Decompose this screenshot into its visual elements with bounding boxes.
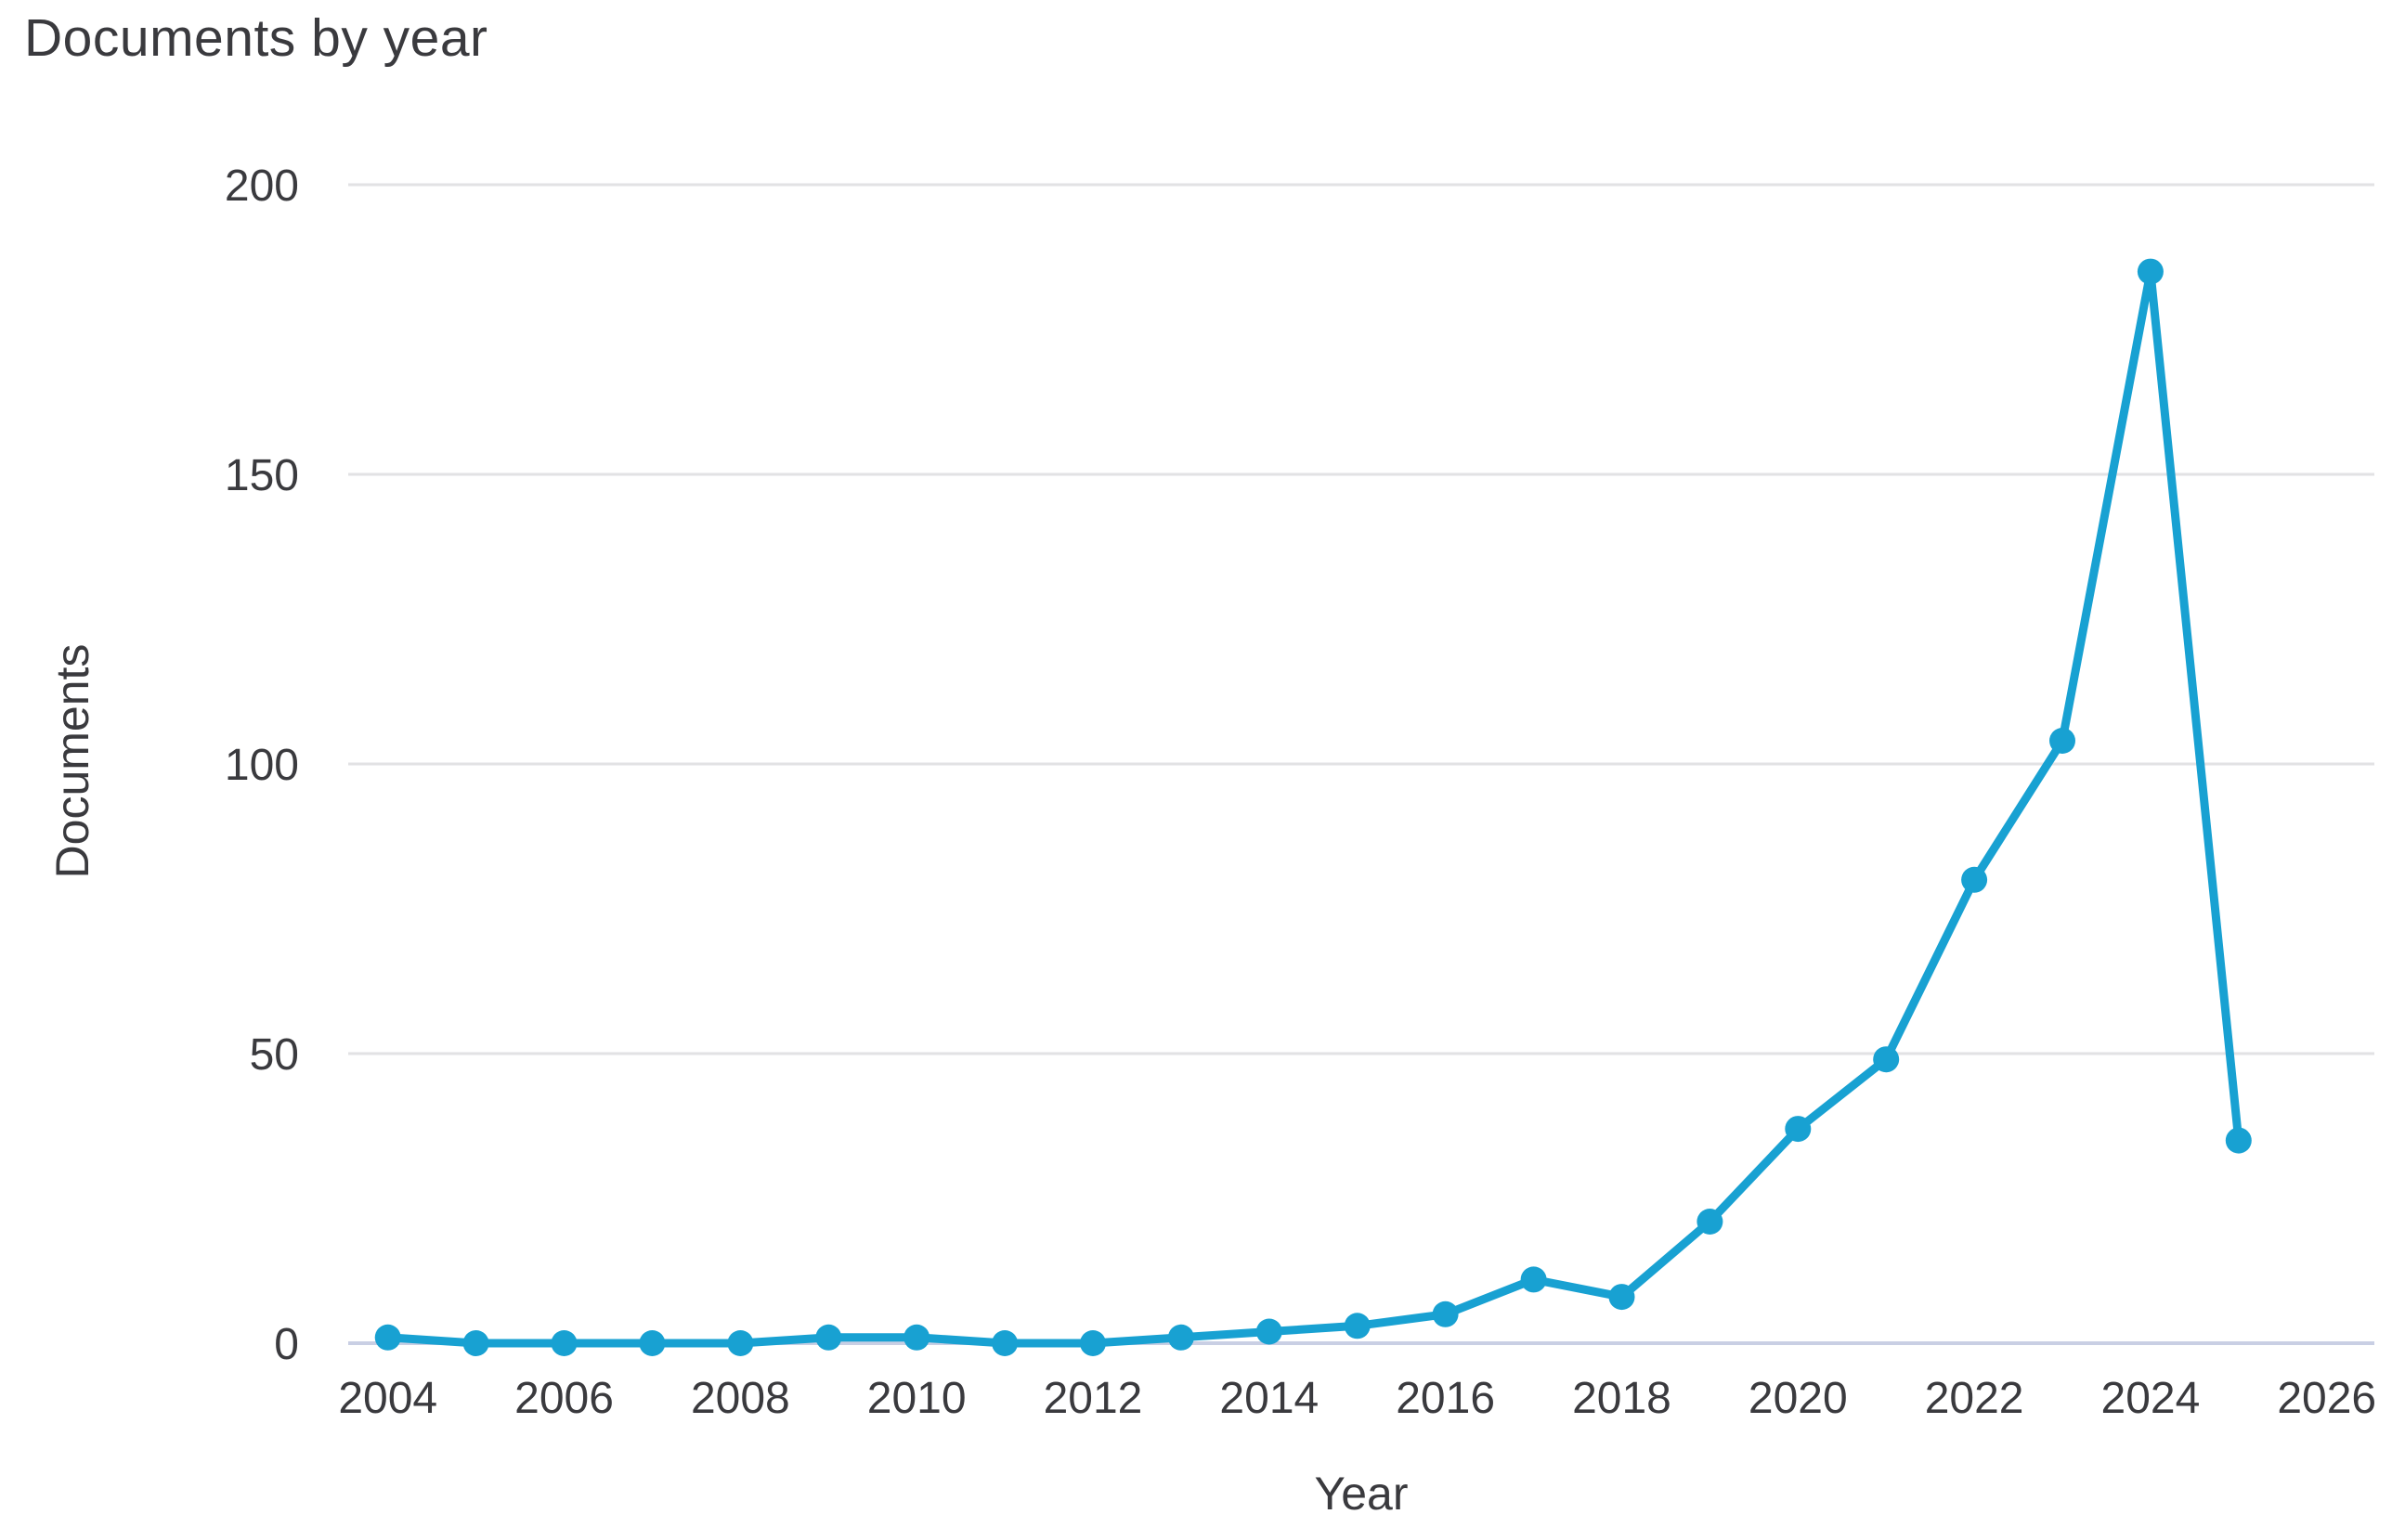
x-tick-label: 2022 xyxy=(1925,1374,2024,1423)
x-tick-label: 2004 xyxy=(338,1374,437,1423)
data-point[interactable] xyxy=(1255,1318,1282,1345)
data-point[interactable] xyxy=(904,1324,930,1351)
data-point[interactable] xyxy=(1608,1284,1635,1311)
chart-title: Documents by year xyxy=(24,8,488,68)
y-tick-label: 50 xyxy=(250,1030,299,1080)
data-point[interactable] xyxy=(992,1330,1019,1356)
data-point[interactable] xyxy=(1432,1301,1459,1327)
data-point[interactable] xyxy=(1167,1324,1194,1351)
data-point[interactable] xyxy=(551,1330,578,1356)
x-tick-label: 2016 xyxy=(1396,1374,1495,1423)
data-point[interactable] xyxy=(462,1330,489,1356)
data-point[interactable] xyxy=(2137,258,2164,285)
data-point[interactable] xyxy=(815,1324,842,1351)
x-tick-label: 2018 xyxy=(1572,1374,1671,1423)
x-tick-label: 2026 xyxy=(2277,1374,2376,1423)
x-axis-title: Year xyxy=(1314,1468,1409,1520)
y-tick-label: 150 xyxy=(225,451,299,500)
x-tick-label: 2008 xyxy=(691,1374,790,1423)
x-tick-label: 2006 xyxy=(514,1374,614,1423)
x-tick-label: 2020 xyxy=(1748,1374,1848,1423)
data-point[interactable] xyxy=(727,1330,754,1356)
data-point[interactable] xyxy=(1873,1046,1900,1073)
data-point[interactable] xyxy=(1520,1266,1547,1293)
y-tick-label: 200 xyxy=(225,162,299,211)
data-point[interactable] xyxy=(1696,1209,1723,1235)
y-tick-label: 100 xyxy=(225,741,299,790)
data-point[interactable] xyxy=(2225,1127,2252,1154)
data-point[interactable] xyxy=(1344,1313,1371,1339)
data-point[interactable] xyxy=(1961,866,1988,893)
data-point[interactable] xyxy=(374,1324,401,1351)
data-point[interactable] xyxy=(639,1330,666,1356)
x-tick-label: 2010 xyxy=(867,1374,967,1423)
data-point[interactable] xyxy=(2049,728,2075,754)
data-point[interactable] xyxy=(1785,1116,1812,1143)
y-tick-label: 0 xyxy=(274,1320,299,1369)
data-point[interactable] xyxy=(1080,1330,1106,1356)
trend-line xyxy=(384,267,2243,1348)
x-tick-label: 2012 xyxy=(1044,1374,1143,1423)
x-tick-label: 2024 xyxy=(2101,1374,2201,1423)
y-axis-title: Documents xyxy=(46,643,98,879)
x-tick-label: 2014 xyxy=(1219,1374,1319,1423)
